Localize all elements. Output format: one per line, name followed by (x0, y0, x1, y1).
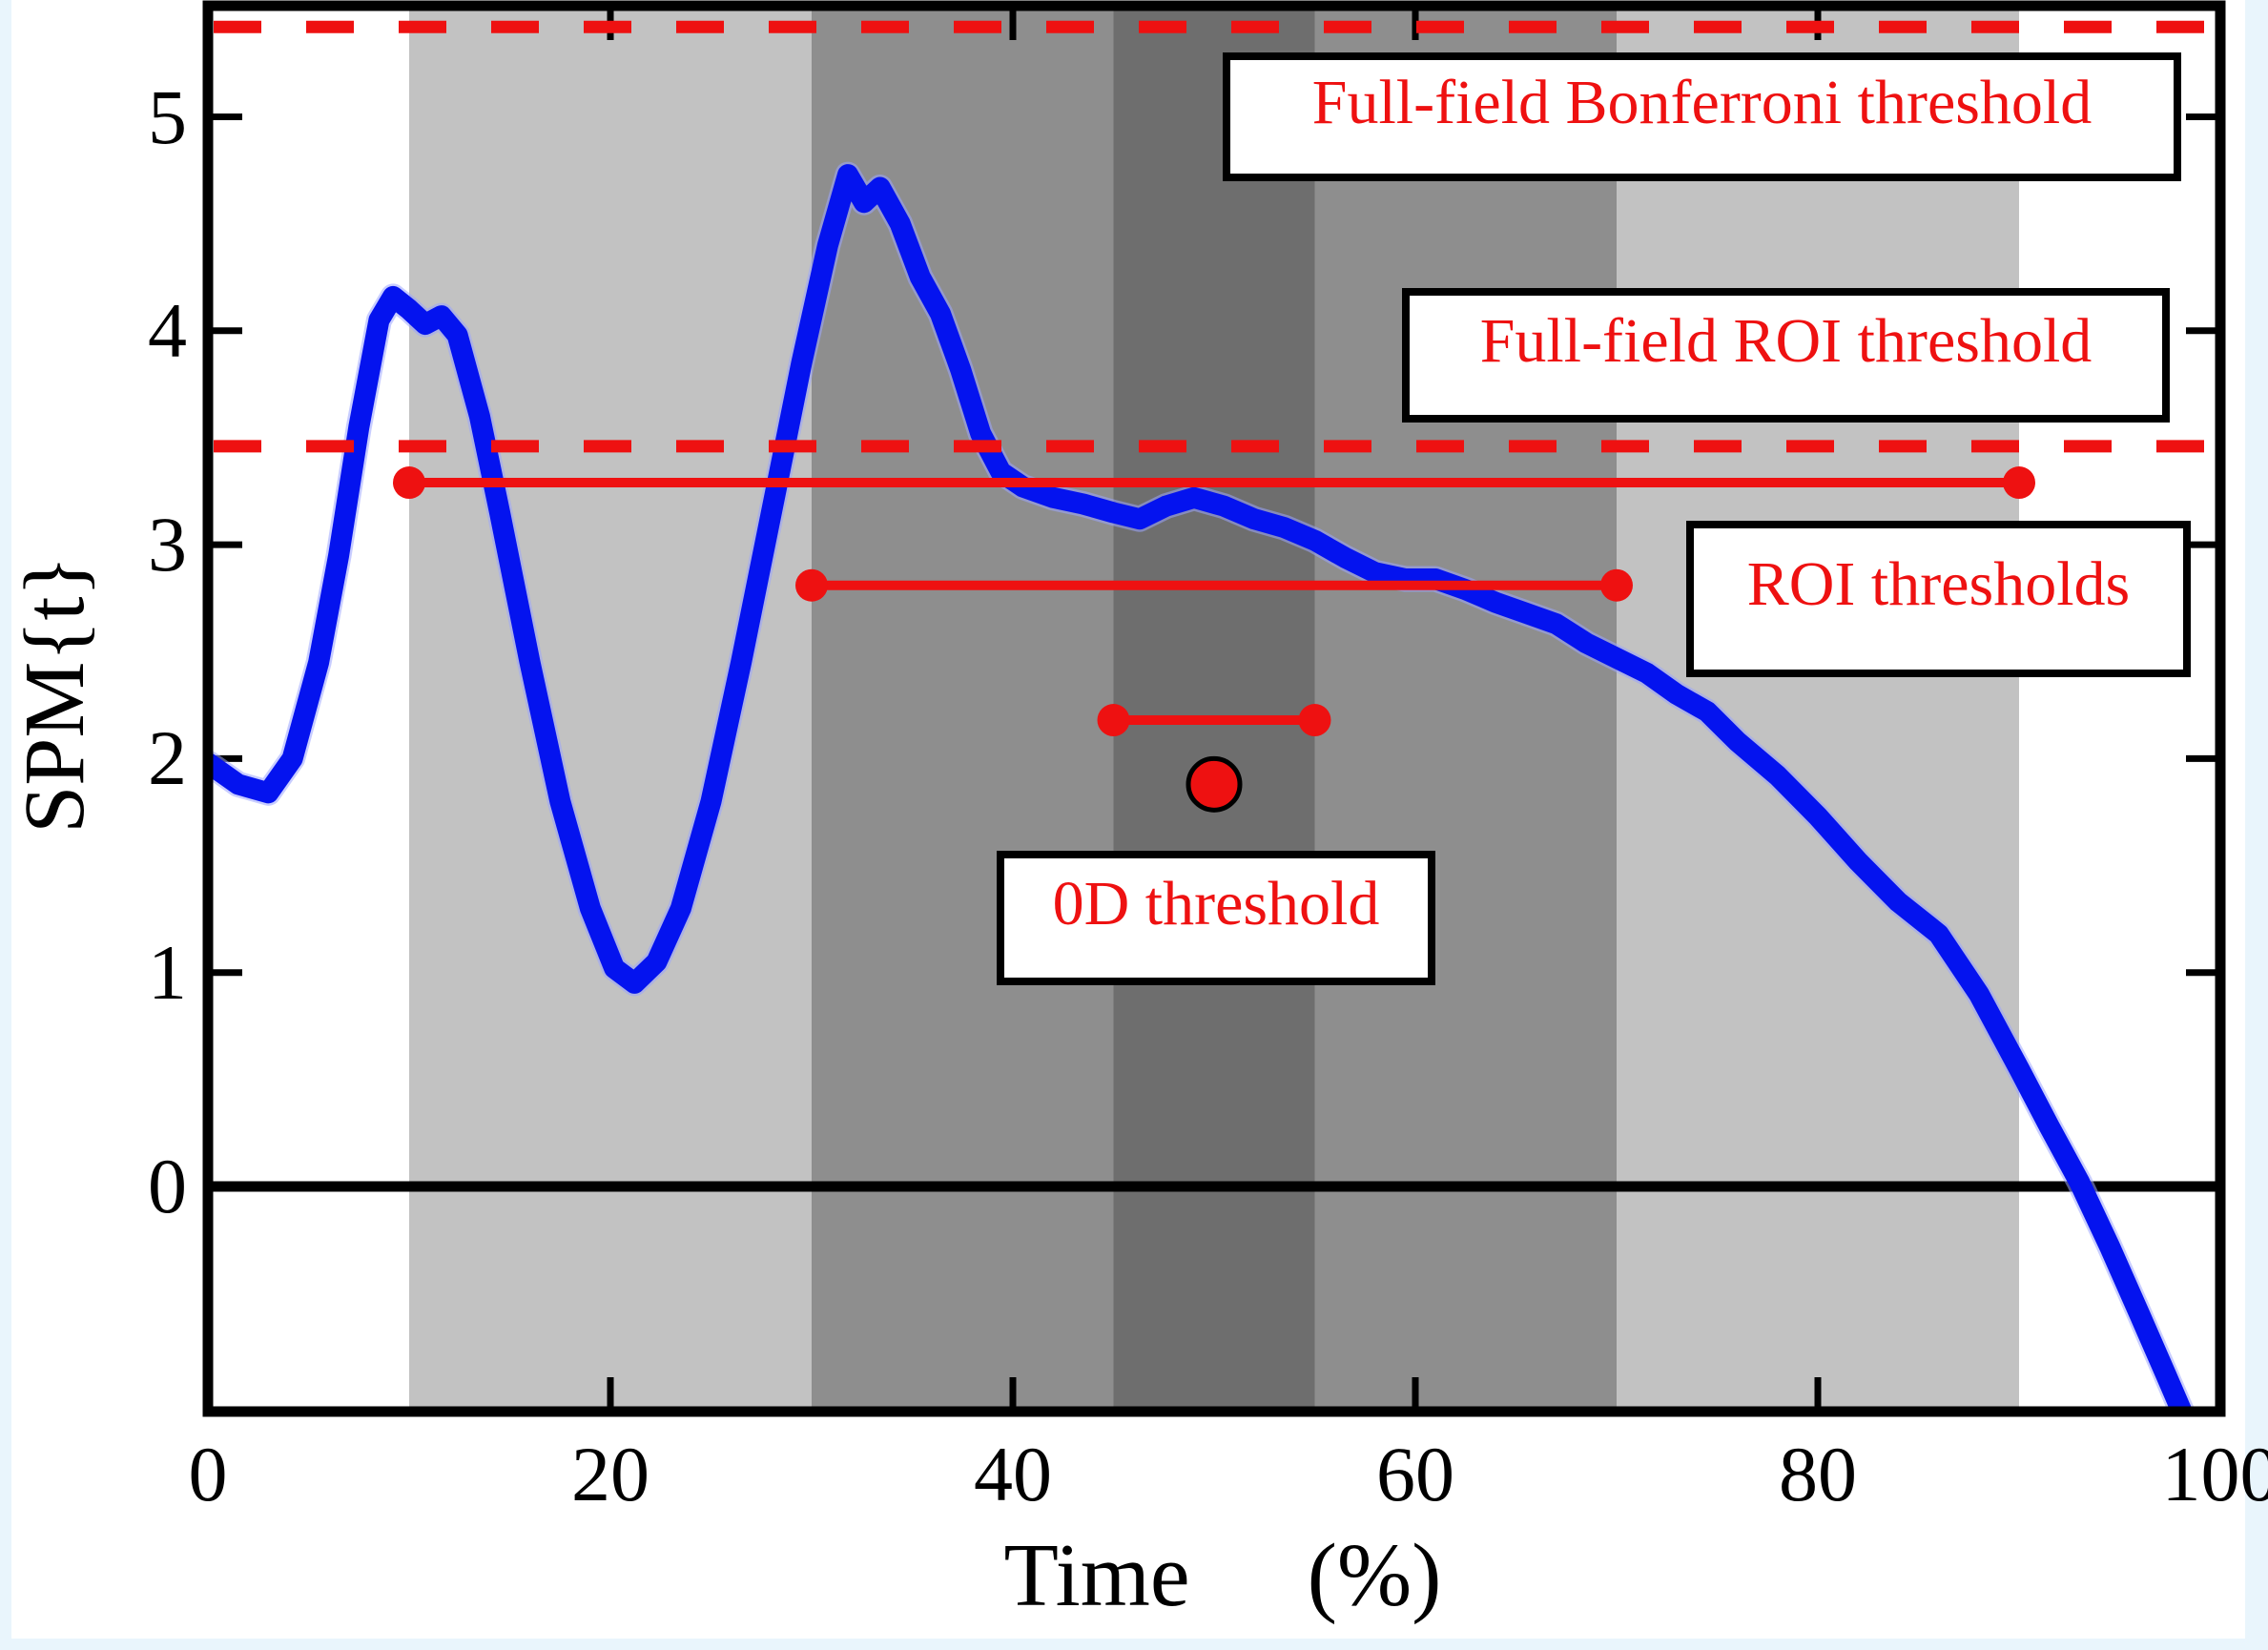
x-tick-label: 100 (2161, 1431, 2268, 1517)
zero-d-threshold-dot (1186, 755, 1243, 813)
x-axis-label: Time (%) (1003, 1526, 1442, 1625)
roi-thresholds-label-text: ROI thresholds (1746, 549, 2131, 619)
y-tick-label: 2 (148, 714, 187, 802)
spm-curve (208, 164, 2194, 1412)
page-edge-right (2245, 0, 2268, 1650)
page-edge-left (0, 0, 11, 1650)
plot-frame (202, 0, 2226, 1417)
zero-d-threshold-label-text: 0D threshold (1052, 868, 1380, 938)
roi-threshold-endpoint-dot (1298, 704, 1331, 737)
zero-d-threshold-label: 0D threshold (997, 851, 1435, 985)
full-field-roi-threshold-label-text: Full-field ROI threshold (1479, 305, 2093, 376)
y-tick-label: 0 (148, 1143, 187, 1229)
x-tick-label: 20 (571, 1431, 649, 1517)
bonferroni-threshold-label: Full-field Bonferroni threshold (1223, 52, 2181, 181)
full-field-roi-threshold-label: Full-field ROI threshold (1402, 288, 2170, 423)
roi-threshold-endpoint-dot (1600, 568, 1633, 602)
roi-threshold-endpoint-dot (795, 568, 828, 602)
x-tick-label: 0 (188, 1431, 228, 1517)
roi-band-45-55 (1113, 6, 1315, 1412)
x-tick-label: 80 (1779, 1431, 1857, 1517)
y-tick-label: 5 (148, 72, 187, 160)
page-edge-bottom (0, 1639, 2268, 1650)
roi-thresholds-label: ROI thresholds (1686, 521, 2191, 677)
roi-threshold-endpoint-dot (2003, 466, 2035, 500)
x-tick-label: 40 (974, 1431, 1052, 1517)
x-tick-label: 60 (1376, 1431, 1454, 1517)
roi-threshold-endpoint-dot (393, 466, 425, 500)
y-tick-label: 4 (148, 286, 187, 374)
roi-threshold-endpoint-dot (1097, 704, 1130, 737)
y-tick-label: 3 (148, 501, 187, 588)
y-tick-label: 1 (148, 928, 187, 1016)
bonferroni-threshold-label-text: Full-field Bonferroni threshold (1311, 67, 2093, 137)
